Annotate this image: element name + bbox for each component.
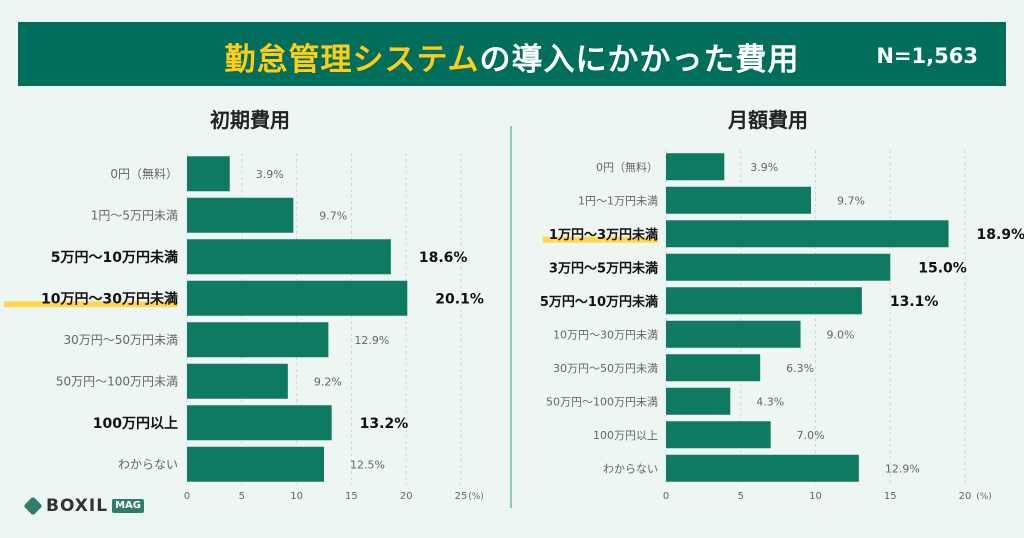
value-label: 9.2% — [314, 375, 342, 388]
x-tick-label: 25 — [455, 491, 468, 502]
bar — [666, 320, 801, 348]
bar — [187, 156, 230, 192]
x-tick-label: 5 — [738, 491, 744, 502]
category-label: 100万円以上 — [593, 429, 658, 442]
category-label: 50万円〜100万円未満 — [546, 395, 658, 408]
value-label: 9.7% — [319, 209, 347, 222]
panel-title-initial: 初期費用 — [210, 108, 290, 132]
brand-tag: MAG — [112, 499, 144, 513]
bar — [187, 239, 391, 275]
boxil-logo-icon — [23, 496, 43, 516]
brand-name: BOXIL — [46, 496, 109, 516]
value-label: 3.9% — [750, 161, 778, 174]
value-label: 9.7% — [837, 194, 865, 207]
x-tick-label: 15 — [884, 491, 897, 502]
bar — [666, 354, 761, 382]
x-tick-label: 10 — [290, 491, 303, 502]
category-highlight — [4, 301, 179, 308]
category-label: わからない — [603, 462, 658, 475]
bar — [666, 253, 891, 281]
value-label: 12.5% — [350, 458, 385, 471]
category-label: 100万円以上 — [93, 416, 178, 432]
bar — [666, 421, 771, 449]
value-label: 12.9% — [354, 334, 389, 347]
category-label: 10万円〜30万円未満 — [553, 328, 658, 341]
value-label: 4.3% — [756, 395, 784, 408]
title-rest: の導入にかかった費用 — [479, 42, 800, 78]
x-tick-label: 0 — [184, 491, 190, 502]
panel-title-monthly: 月額費用 — [728, 108, 808, 132]
x-tick-label: 15 — [345, 491, 358, 502]
bar — [666, 387, 731, 415]
value-label: 7.0% — [797, 429, 825, 442]
bar — [187, 363, 288, 399]
category-label: わからない — [118, 457, 178, 471]
x-tick-label: 0 — [663, 491, 669, 502]
bar — [666, 287, 862, 315]
category-label: 5万円〜10万円未満 — [51, 249, 178, 266]
category-label: 1円〜1万円未満 — [578, 194, 658, 207]
title-banner: 勤怠管理システムの導入にかかった費用 N=1,563 — [18, 22, 1006, 86]
category-label: 30万円〜50万円未満 — [553, 362, 658, 375]
x-tick-label: 20 — [400, 491, 413, 502]
bar — [187, 322, 329, 358]
category-highlight — [542, 236, 658, 243]
title-highlight: 勤怠管理システム — [224, 42, 480, 78]
value-label: 9.0% — [827, 328, 855, 341]
bar — [187, 280, 408, 316]
bar — [666, 454, 859, 482]
value-label: 18.9% — [977, 227, 1024, 243]
value-label: 13.2% — [360, 416, 409, 432]
category-label: 10万円〜30万円未満 — [41, 290, 178, 307]
category-label: 50万円〜100万円未満 — [56, 374, 178, 388]
value-label: 12.9% — [885, 462, 920, 475]
value-label: 3.9% — [256, 168, 284, 181]
value-label: 13.1% — [890, 294, 939, 310]
chart-title: 勤怠管理システムの導入にかかった費用 — [18, 34, 1006, 79]
value-label: 20.1% — [435, 291, 484, 307]
bar — [187, 446, 324, 482]
brand-logo: BOXIL MAG — [23, 496, 144, 516]
bar — [666, 220, 949, 248]
bar — [666, 153, 725, 181]
sample-size: N=1,563 — [876, 44, 978, 68]
x-axis-unit: (%) — [976, 492, 992, 502]
bar — [187, 197, 294, 233]
category-label: 3万円〜5万円未満 — [549, 260, 658, 276]
bar — [187, 405, 332, 441]
x-axis-unit: (%) — [468, 492, 484, 502]
category-label: 0円（無料） — [110, 166, 178, 181]
value-label: 18.6% — [419, 250, 468, 266]
x-tick-label: 20 — [959, 491, 972, 502]
x-tick-label: 5 — [239, 491, 245, 502]
value-label: 15.0% — [918, 260, 967, 276]
category-label: 0円（無料） — [596, 160, 658, 174]
category-label: 30万円〜50万円未満 — [63, 333, 178, 347]
bar — [666, 186, 812, 214]
value-label: 6.3% — [786, 362, 814, 375]
panel-divider — [510, 126, 512, 508]
category-label: 1万円〜3万円未満 — [549, 227, 658, 243]
category-label: 1円〜5万円未満 — [91, 208, 178, 222]
category-label: 5万円〜10万円未満 — [540, 294, 658, 310]
x-tick-label: 10 — [809, 491, 822, 502]
